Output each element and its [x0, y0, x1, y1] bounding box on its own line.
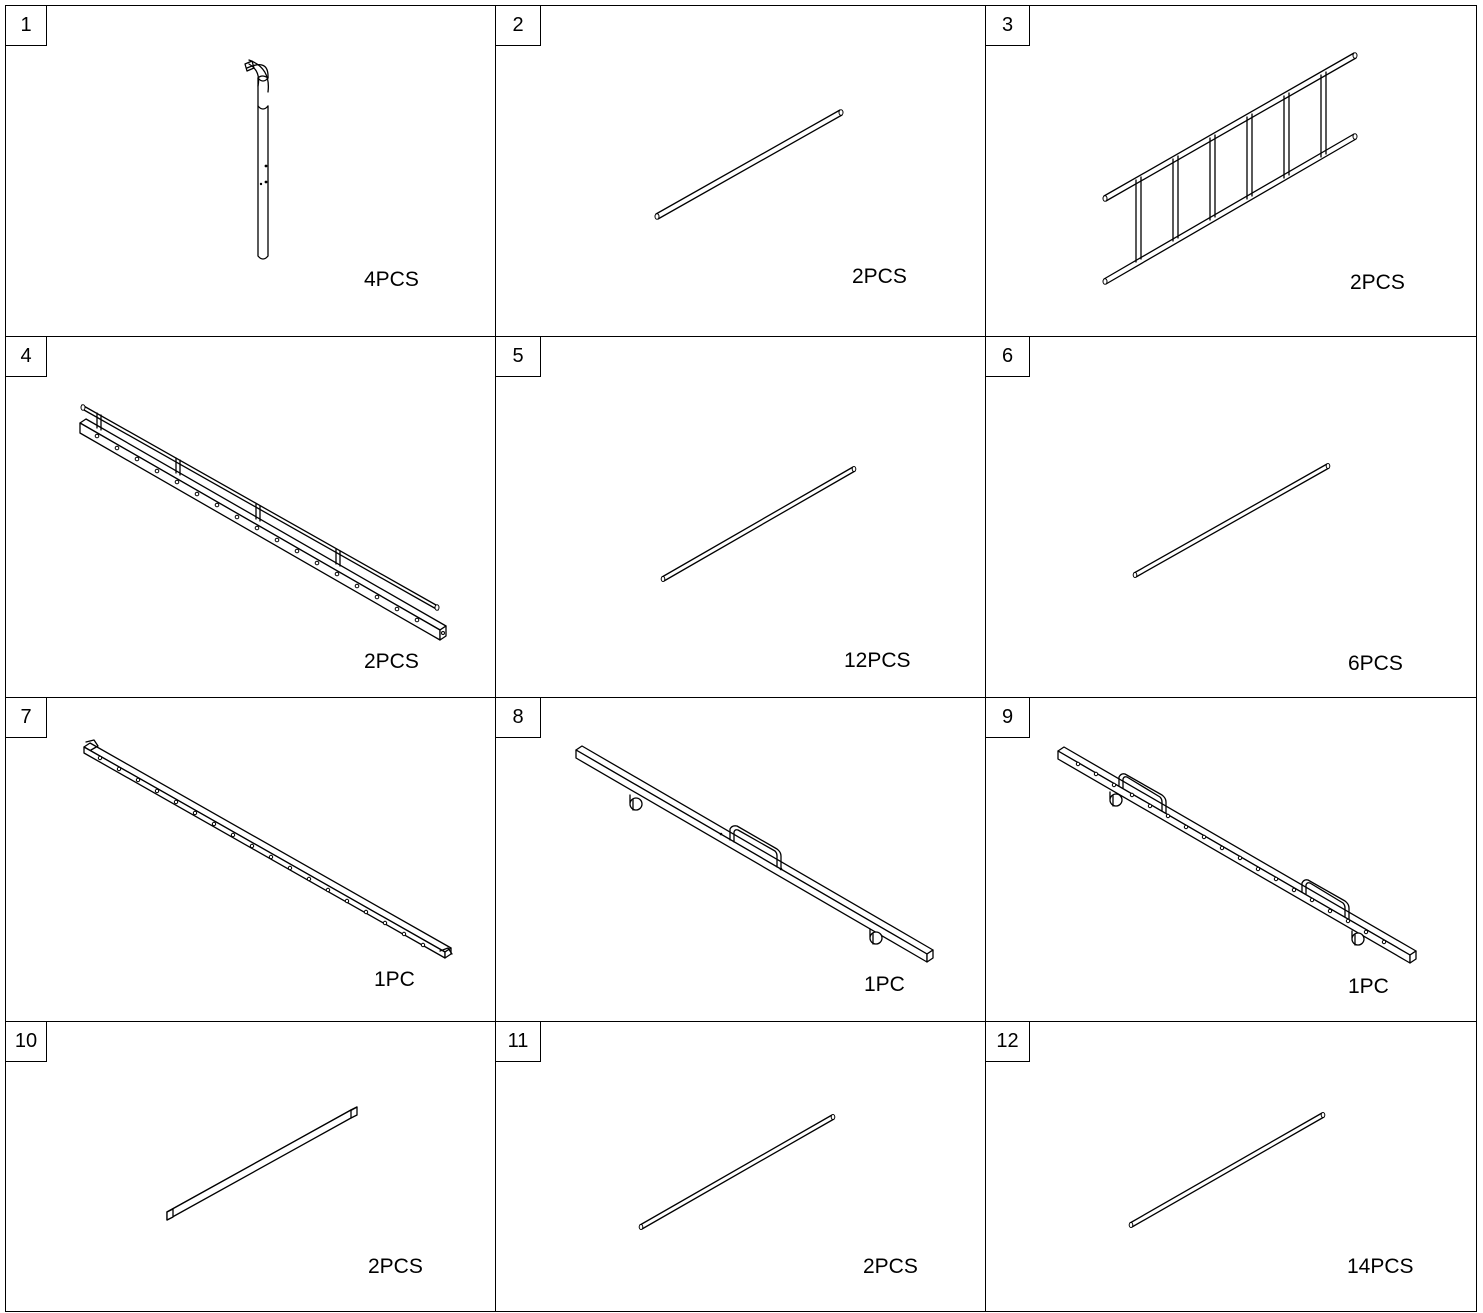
part-number-box: 12	[986, 1022, 1030, 1062]
part-cell-5: 5 12PCS	[495, 336, 986, 698]
quantity-label: 6PCS	[1348, 652, 1403, 675]
part-cell-3: 3 2PCS	[985, 5, 1477, 337]
straight-tube-drawing	[660, 466, 857, 582]
railing-side-frame-drawing	[79, 404, 447, 641]
part-cell-11: 11 2PCS	[495, 1021, 986, 1312]
quantity-label: 2PCS	[1350, 271, 1405, 294]
part-number-box: 5	[496, 337, 541, 377]
quantity-label: 2PCS	[863, 1255, 918, 1278]
caster-wheel	[1351, 930, 1365, 946]
square-tube-drawing	[166, 1106, 358, 1221]
quantity-label: 12PCS	[844, 649, 911, 672]
part-cell-4: 4	[5, 336, 496, 698]
part-number-box: 3	[986, 6, 1030, 46]
straight-tube-drawing	[654, 109, 844, 220]
part-number-box: 9	[986, 698, 1030, 738]
part-number-box: 11	[496, 1022, 541, 1062]
caster-wheel	[1109, 791, 1123, 807]
part-cell-2: 2 2PCS	[495, 5, 986, 337]
part-number-box: 1	[6, 6, 47, 46]
part-number-box: 6	[986, 337, 1030, 377]
straight-tube-drawing	[1128, 1112, 1326, 1228]
part-number-box: 2	[496, 6, 541, 46]
part-cell-10: 10 2PCS	[5, 1021, 496, 1312]
part-cell-12: 12 14PCS	[985, 1021, 1477, 1312]
quantity-label: 1PC	[864, 973, 905, 996]
straight-tube-drawing	[638, 1114, 836, 1230]
straight-tube-drawing	[1132, 463, 1331, 578]
part-cell-6: 6 6PCS	[985, 336, 1477, 698]
bolt-holes	[97, 755, 426, 948]
bolt-holes	[94, 433, 445, 635]
perforated-handle-bar-with-casters-drawing	[1057, 746, 1417, 964]
quantity-label: 1PC	[374, 968, 415, 991]
quantity-label: 1PC	[1348, 975, 1389, 998]
quantity-label: 4PCS	[364, 268, 419, 291]
part-cell-9: 9	[985, 697, 1477, 1022]
part-cell-8: 8 1PC	[495, 697, 986, 1022]
quantity-label: 14PCS	[1347, 1255, 1414, 1278]
part-number-box: 7	[6, 698, 47, 738]
curved-upright-pole-drawing	[244, 59, 270, 260]
caster-wheel	[869, 928, 883, 945]
part-cell-1: 1 4PCS	[5, 5, 496, 337]
ladder-side-panel-drawing	[1102, 52, 1358, 285]
bolt-holes	[1075, 761, 1387, 945]
quantity-label: 2PCS	[368, 1255, 423, 1278]
part-cell-7: 7	[5, 697, 496, 1022]
caster-wheel	[629, 794, 643, 811]
part-number-box: 4	[6, 337, 47, 377]
part-number-box: 8	[496, 698, 541, 738]
part-number-box: 10	[6, 1022, 47, 1062]
quantity-label: 2PCS	[852, 265, 907, 288]
handle-bar-with-casters-drawing	[575, 745, 934, 963]
quantity-label: 2PCS	[364, 650, 419, 673]
perforated-bar-drawing	[83, 739, 453, 959]
